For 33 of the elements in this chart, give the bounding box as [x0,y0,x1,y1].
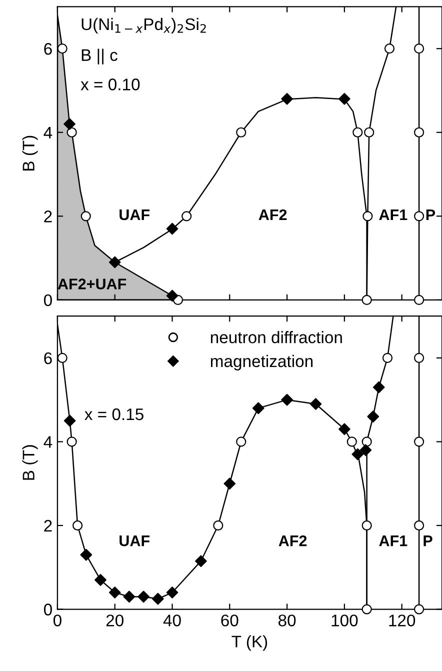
x-tick-label: 60 [221,614,238,626]
y-axis-title: B (T) [22,136,38,170]
annotation: UAF [120,210,150,220]
legend-label: magnetization [210,354,313,370]
x-tick-label: 120 [389,614,416,626]
x-tick-label: 20 [106,614,124,626]
annotation: AF2+UAF [58,278,126,290]
annotation: x = 0.15 [84,408,144,420]
annotation: AF1 [379,536,408,546]
annotation: AF1 [379,210,408,220]
legend-label: neutron diffraction [210,331,342,344]
annotation: x = 0.10 [80,78,140,90]
y-tick-label: 6 [44,352,52,364]
x-tick-label: 0 [53,614,62,626]
y-axis-title: B (T) [22,445,38,480]
y-tick-label: 0 [44,604,52,616]
x-tick-label: 40 [163,614,181,626]
x-tick-label: 80 [278,614,296,626]
y-tick-label: 4 [44,126,52,138]
y-tick-label: 6 [44,43,52,55]
x-axis-title: T (K) [232,635,268,651]
x-tick-label: 100 [332,614,358,626]
annotation: P [426,210,436,220]
y-tick-label: 0 [44,294,52,306]
annotation: AF2 [278,535,307,546]
y-tick-label: 2 [44,210,52,222]
y-tick-label: 2 [44,520,52,532]
annotation: B || c [82,48,118,64]
annotation: P [424,536,432,546]
annotation: UAF [120,536,150,546]
y-tick-label: 4 [44,436,52,448]
annotation: U(Ni$_{1−x}$Pd$_{x}$)$_{2}$Si$_{2}$ [82,18,206,34]
annotation: AF2 [258,209,287,220]
